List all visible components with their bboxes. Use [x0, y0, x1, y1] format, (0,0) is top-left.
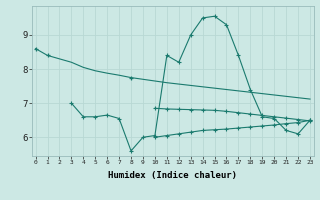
X-axis label: Humidex (Indice chaleur): Humidex (Indice chaleur) [108, 171, 237, 180]
